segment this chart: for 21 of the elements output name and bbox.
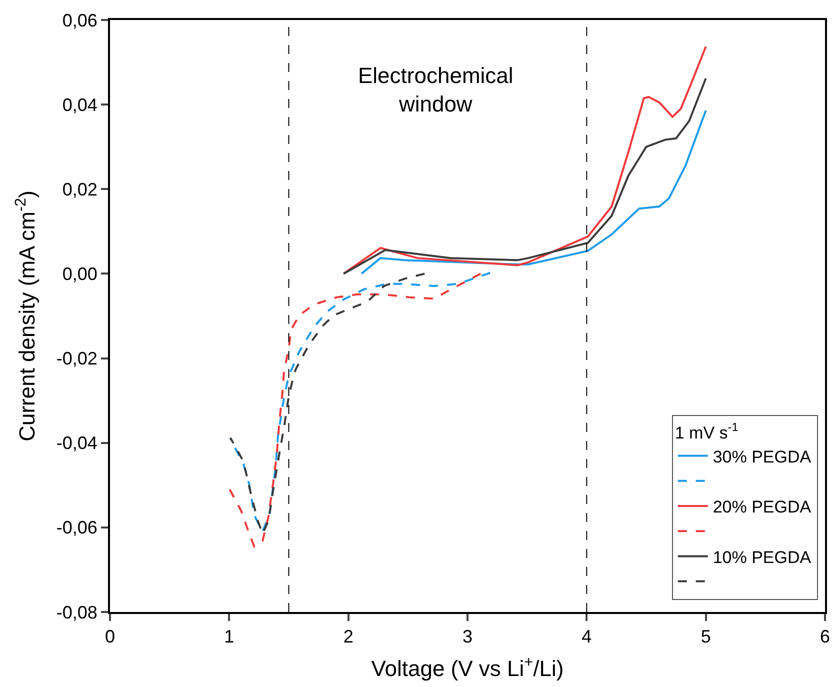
x-tick-label: 6: [820, 626, 830, 647]
legend-label: 10% PEGDA: [712, 548, 812, 567]
x-tick-label: 3: [462, 626, 473, 647]
legend-title: 1 mV s$^{-1}$: [674, 420, 739, 442]
legend-label: 20% PEGDA: [712, 498, 812, 517]
y-tick-label: -0,02: [56, 348, 98, 369]
y-tick-label: -0,06: [56, 518, 98, 538]
x-tick-label: 2: [343, 626, 354, 647]
y-tick-label: 0,04: [62, 94, 98, 115]
y-tick-label: 0,06: [62, 10, 98, 30]
y-tick-label: 0,00: [62, 264, 98, 284]
x-tick-label: 1: [224, 626, 234, 647]
x-tick-label: 0: [104, 626, 116, 647]
y-tick-label: -0,04: [56, 433, 98, 454]
annotation: Electrochemical window: [358, 63, 514, 117]
x-tick-label: 5: [700, 626, 711, 647]
x-axis-title: Voltage (V vs Li$^{+}$/Li): [371, 654, 564, 681]
y-tick-label: 0,02: [62, 179, 98, 200]
x-tick-label: 4: [582, 626, 592, 647]
y-tick-label: -0,08: [56, 602, 98, 622]
legend-label: 30% PEGDA: [712, 447, 812, 466]
